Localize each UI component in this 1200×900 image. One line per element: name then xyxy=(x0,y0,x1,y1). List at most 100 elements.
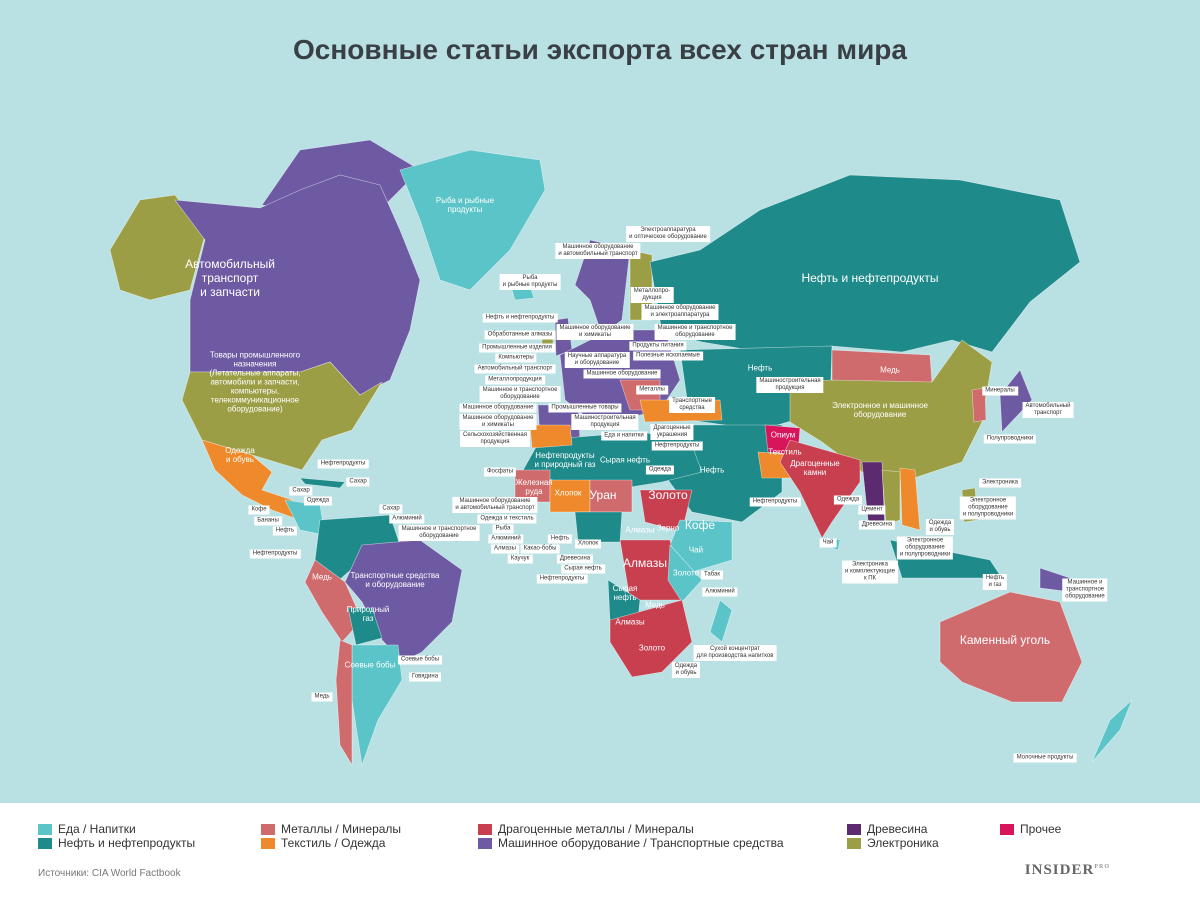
callout-label: Нефтепродукты xyxy=(749,497,801,507)
region-label: Сырая нефть xyxy=(599,455,651,465)
region-label: Опиум xyxy=(770,430,796,440)
legend-label: Драгоценные металлы / Минералы xyxy=(498,822,694,836)
callout-label: Электроника и комплектующие к ПК xyxy=(842,560,898,584)
legend-item-electronics: Электроника xyxy=(847,836,939,850)
legend-swatch xyxy=(261,837,275,849)
country-southern-africa xyxy=(609,599,693,678)
country-nigeria xyxy=(574,511,623,543)
region-label: Золото xyxy=(672,568,700,578)
legend-item-oil: Нефть и нефтепродукты xyxy=(38,836,195,850)
region-label: Каменный уголь xyxy=(959,633,1051,647)
callout-label: Одежда xyxy=(833,495,863,505)
callout-label: Электронное оборудование и полупроводник… xyxy=(959,496,1017,520)
callout-label: Машиностроительная продукция xyxy=(756,377,824,393)
insider-pro-logo: INSIDERPRO xyxy=(1025,862,1110,879)
callout-label: Алмазы xyxy=(491,544,519,554)
region-label: Золото xyxy=(638,643,666,653)
callout-label: Нефть xyxy=(547,534,573,544)
region-label: Драгоценные камни xyxy=(790,459,840,477)
callout-label: Сахар xyxy=(346,477,370,487)
callout-label: Машинное оборудование и автомобильный тр… xyxy=(452,497,538,513)
legend-item-food: Еда / Напитки xyxy=(38,822,136,836)
map-title: Основные статьи экспорта всех стран мира xyxy=(293,34,907,65)
callout-label: Алюминий xyxy=(488,534,524,544)
callout-label: Металлопро- дукция xyxy=(630,287,674,303)
callout-label: Нефть xyxy=(272,526,298,536)
callout-label: Еда и напитки xyxy=(601,431,647,441)
callout-label: Машинное оборудование и химикаты xyxy=(556,324,634,340)
callout-label: Автомобильный транспорт xyxy=(1022,402,1074,418)
legend-item-precious: Драгоценные металлы / Минералы xyxy=(478,822,694,836)
callout-label: Компьютеры xyxy=(495,353,537,363)
callout-label: Нефтепродукты xyxy=(651,441,703,451)
legend-label: Прочее xyxy=(1020,822,1062,836)
region-label: Автомобильный транспорт и запчасти xyxy=(185,257,275,299)
country-morocco xyxy=(529,424,573,449)
region-label: Рыба и рыбные продукты xyxy=(435,196,495,214)
callout-label: Соевые бобы xyxy=(397,655,443,665)
legend-swatch xyxy=(847,837,861,849)
legend: Еда / Напитки Нефть и нефтепродукты Металл… xyxy=(0,803,1200,900)
region-label: Текстиль xyxy=(768,447,802,457)
world-map xyxy=(109,139,1133,767)
callout-label: Машинное и транспортное оборудование xyxy=(398,525,480,541)
callout-label: Чай xyxy=(819,538,837,548)
callout-label: Хлопок xyxy=(574,539,602,549)
callout-label: Машинное и транспортное оборудование xyxy=(654,324,736,340)
legend-swatch xyxy=(38,823,52,835)
callout-label: Рыба xyxy=(492,524,514,534)
country-niger xyxy=(589,479,633,513)
region-label: Электронное и машинное оборудование xyxy=(832,401,928,419)
callout-label: Сырая нефть xyxy=(561,564,605,574)
callout-label: Рыба и рыбные продукты xyxy=(499,274,561,290)
callout-label: Древесина xyxy=(556,554,594,564)
legend-swatch xyxy=(1000,823,1014,835)
legend-label: Электроника xyxy=(867,836,939,850)
region-label: Хлопок xyxy=(554,488,582,498)
country-australia xyxy=(939,591,1083,703)
callout-label: Научные аппаратура и оборудование xyxy=(564,352,630,368)
region-label: Нефтепродукты и природный газ xyxy=(534,451,596,469)
callout-label: Нефть и нефтепродукты xyxy=(482,313,558,323)
legend-label: Металлы / Минералы xyxy=(281,822,402,836)
callout-label: Одежда xyxy=(645,465,675,475)
legend-label: Еда / Напитки xyxy=(58,822,136,836)
callout-label: Одежда xyxy=(303,496,333,506)
callout-label: Электроаппаратура и оптическое оборудова… xyxy=(626,226,710,242)
legend-swatch xyxy=(261,823,275,835)
country-greenland xyxy=(399,149,546,291)
region-label: Соевые бобы xyxy=(344,660,396,670)
callout-label: Металлы xyxy=(636,385,668,395)
callout-label: Сельскохозяйственная продукция xyxy=(459,431,531,447)
callout-label: Полезные ископаемые xyxy=(633,351,703,361)
callout-label: Нефтепродукты xyxy=(536,574,588,584)
callout-label: Одежда и обувь xyxy=(671,662,701,678)
callout-label: Кофе xyxy=(248,505,270,515)
callout-label: Одежда и текстиль xyxy=(477,514,537,524)
region-label: Медь xyxy=(880,365,900,375)
country-ethiopia xyxy=(669,519,733,573)
callout-label: Транспортные средства xyxy=(669,397,715,413)
callout-label: Автомобильный транспорт xyxy=(474,364,556,374)
legend-item-other: Прочее xyxy=(1000,822,1061,836)
country-bolivia xyxy=(347,607,383,646)
country-new-zealand xyxy=(1091,699,1133,763)
callout-label: Обработанные алмазы xyxy=(484,330,556,340)
country-india xyxy=(779,439,861,539)
legend-label: Текстиль / Одежда xyxy=(281,836,386,850)
country-china xyxy=(789,339,993,483)
region-label: Алмазы xyxy=(615,617,645,627)
country-chile xyxy=(335,639,353,767)
country-canada xyxy=(174,174,421,396)
callout-label: Алюминий xyxy=(389,514,425,524)
region-label: Алмазы xyxy=(625,525,655,535)
region-label: Одежда и обувь xyxy=(225,446,255,464)
country-korea xyxy=(971,387,987,423)
region-label: Чай xyxy=(688,545,704,555)
country-usa xyxy=(181,361,383,471)
region-label: Нефть xyxy=(699,465,725,475)
legend-label: Нефть и нефтепродукты xyxy=(58,836,196,850)
region-label: Уран xyxy=(589,488,617,502)
callout-label: Драгоценные украшения xyxy=(650,424,694,440)
region-label: Сырая нефть xyxy=(612,584,638,602)
